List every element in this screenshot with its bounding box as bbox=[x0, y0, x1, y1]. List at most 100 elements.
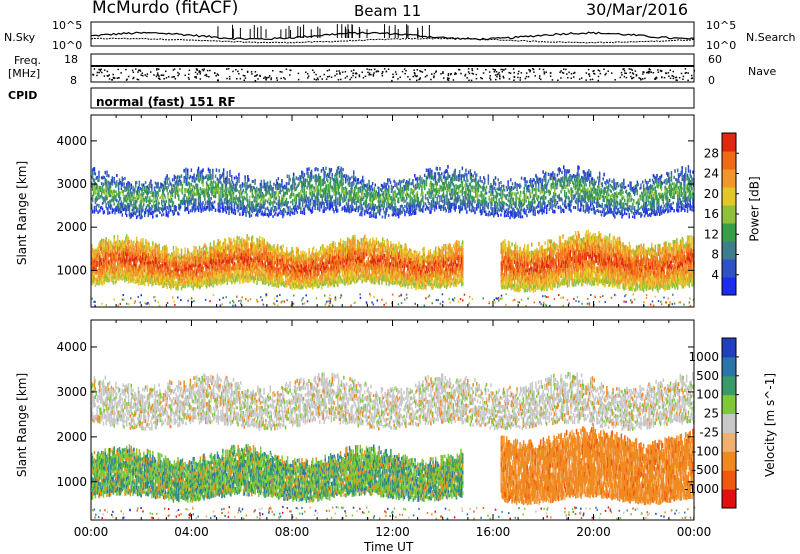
power-cell bbox=[394, 274, 397, 278]
power-cell bbox=[396, 265, 398, 270]
power-cell bbox=[173, 259, 176, 263]
power-cell bbox=[407, 277, 409, 280]
power-cell bbox=[327, 277, 329, 281]
power-cell bbox=[216, 249, 219, 254]
power-cell bbox=[297, 278, 300, 282]
power-cell bbox=[349, 262, 352, 267]
power-cell bbox=[385, 278, 388, 283]
power-cell bbox=[462, 266, 464, 271]
power-cell bbox=[114, 266, 116, 271]
power-cell bbox=[207, 280, 210, 284]
power-cell bbox=[427, 265, 430, 268]
power-cell bbox=[382, 277, 385, 282]
power-cell bbox=[306, 272, 309, 275]
power-cell bbox=[266, 241, 268, 245]
power-cell bbox=[322, 282, 325, 287]
nave-point bbox=[630, 68, 632, 70]
nave-point bbox=[92, 74, 95, 76]
power-cell bbox=[179, 276, 182, 279]
power-cell bbox=[110, 278, 113, 282]
power-cell bbox=[267, 255, 270, 259]
power-cell bbox=[155, 267, 158, 271]
power-cell bbox=[501, 285, 503, 290]
power-cell bbox=[166, 261, 168, 265]
nave-point bbox=[446, 78, 449, 81]
power-cell bbox=[229, 257, 231, 261]
power-cell bbox=[274, 267, 276, 270]
power-cell bbox=[196, 269, 198, 273]
power-cell bbox=[384, 246, 387, 250]
nave-point bbox=[489, 77, 491, 79]
power-cell bbox=[239, 266, 241, 270]
power-cell bbox=[159, 259, 161, 263]
power-cell bbox=[259, 258, 261, 263]
power-cell bbox=[294, 280, 296, 284]
power-cell bbox=[385, 275, 388, 279]
nave-point bbox=[335, 70, 338, 72]
power-cell bbox=[276, 243, 279, 248]
power-cell bbox=[175, 260, 177, 265]
power-cell bbox=[330, 272, 333, 276]
power-cell bbox=[106, 255, 108, 259]
power-cell bbox=[262, 273, 265, 278]
power-cell bbox=[408, 268, 410, 272]
power-cell bbox=[264, 257, 266, 262]
power-cell bbox=[235, 256, 238, 260]
nave-point bbox=[563, 68, 565, 70]
power-cell bbox=[394, 250, 397, 255]
nave-point bbox=[326, 76, 329, 78]
power-cell bbox=[405, 257, 407, 261]
power-cell bbox=[206, 257, 209, 260]
power-cell bbox=[285, 250, 288, 254]
power-cell bbox=[142, 249, 144, 253]
power-cell bbox=[300, 273, 302, 277]
power-cell bbox=[186, 266, 188, 270]
power-cell bbox=[229, 271, 231, 275]
power-cell bbox=[274, 261, 276, 265]
power-cell bbox=[301, 276, 303, 280]
power-cell bbox=[113, 272, 115, 276]
power-cell bbox=[186, 281, 188, 284]
power-cell bbox=[100, 257, 103, 262]
power-cell bbox=[303, 269, 306, 272]
power-cell bbox=[91, 269, 94, 273]
nave-point bbox=[543, 73, 546, 75]
power-cell bbox=[252, 279, 255, 283]
power-cell bbox=[214, 277, 216, 281]
power-cell bbox=[345, 271, 347, 276]
power-cell bbox=[327, 270, 329, 274]
power-cell bbox=[201, 264, 203, 268]
power-cell bbox=[217, 275, 220, 280]
power-cell bbox=[408, 274, 410, 277]
power-cell bbox=[317, 282, 319, 286]
power-cell bbox=[312, 256, 315, 260]
power-cell bbox=[158, 261, 160, 265]
power-cell bbox=[333, 271, 335, 275]
power-cell bbox=[193, 276, 195, 281]
power-cell bbox=[221, 270, 223, 274]
power-cell bbox=[399, 271, 401, 275]
power-cell bbox=[332, 279, 335, 284]
power-cell bbox=[391, 250, 394, 254]
power-cell bbox=[274, 270, 276, 273]
power-cell bbox=[196, 274, 198, 278]
power-cell bbox=[345, 251, 347, 255]
power-cell bbox=[400, 266, 402, 270]
power-cell bbox=[178, 266, 180, 269]
power-cell bbox=[277, 274, 280, 278]
power-cell bbox=[354, 271, 356, 276]
power-cell bbox=[166, 254, 168, 258]
power-cell bbox=[221, 273, 223, 277]
power-cell bbox=[317, 255, 319, 259]
power-cell bbox=[245, 278, 247, 282]
power-cell bbox=[234, 244, 237, 248]
power-cell bbox=[437, 269, 440, 273]
power-cell bbox=[223, 255, 225, 260]
power-cell bbox=[377, 265, 379, 270]
nave-point bbox=[661, 76, 663, 79]
power-cell bbox=[453, 276, 455, 280]
power-cell bbox=[135, 279, 138, 283]
power-cell bbox=[399, 246, 401, 250]
power-cell bbox=[259, 240, 262, 245]
power-cell bbox=[288, 269, 291, 273]
